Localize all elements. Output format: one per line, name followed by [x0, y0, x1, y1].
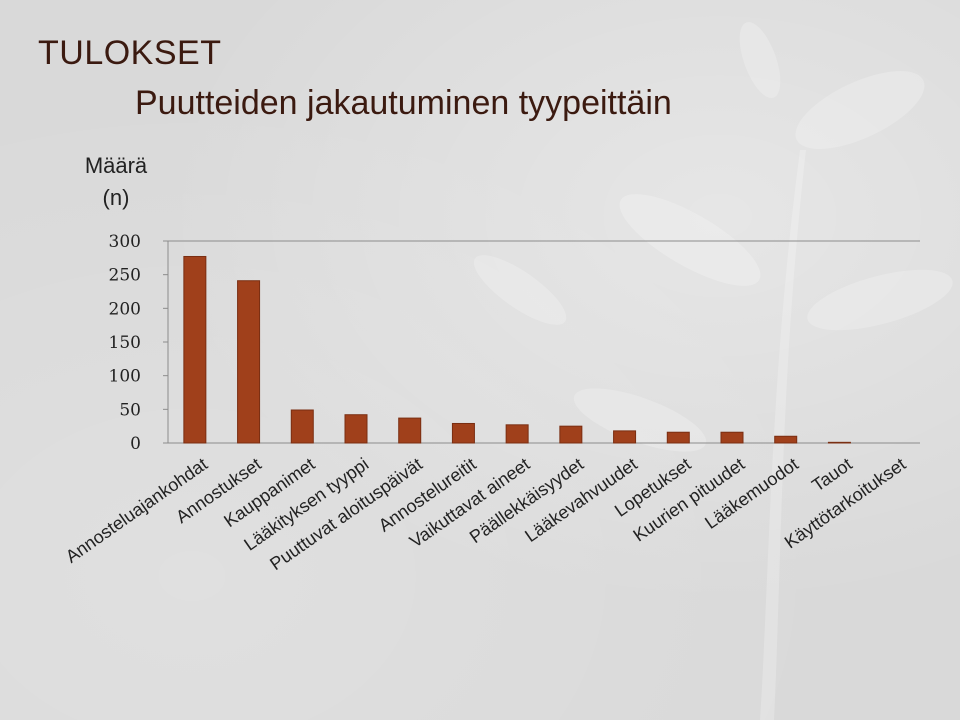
bar: [720, 431, 744, 444]
y-tick-label: 0: [130, 434, 141, 454]
y-tick-label: 200: [109, 299, 141, 319]
y-tick-label: 300: [109, 232, 141, 252]
bar: [344, 414, 368, 444]
bar: [774, 435, 798, 444]
bar: [666, 431, 690, 444]
y-axis-label: Määrä (n): [76, 150, 156, 214]
bar: [559, 425, 583, 444]
y-tick-label: 150: [109, 333, 141, 353]
bar: [183, 255, 207, 444]
page-subtitle: Puutteiden jakautuminen tyypeittäin: [135, 84, 672, 122]
bar: [613, 430, 637, 444]
bar: [827, 441, 851, 444]
bar: [290, 409, 314, 444]
y-axis-label-line-1: Määrä: [84, 153, 148, 178]
y-tick-label: 250: [109, 266, 141, 286]
bar: [505, 424, 529, 444]
y-axis-label-line-2: (n): [102, 185, 130, 210]
y-tick-label: 100: [109, 367, 141, 387]
bar: [451, 422, 475, 444]
y-tick-label: 50: [119, 400, 141, 420]
category-label: Lääkemuodot: [701, 454, 802, 533]
bar: [237, 280, 261, 444]
bar: [398, 417, 422, 444]
page-title: TULOKSET: [38, 34, 222, 72]
